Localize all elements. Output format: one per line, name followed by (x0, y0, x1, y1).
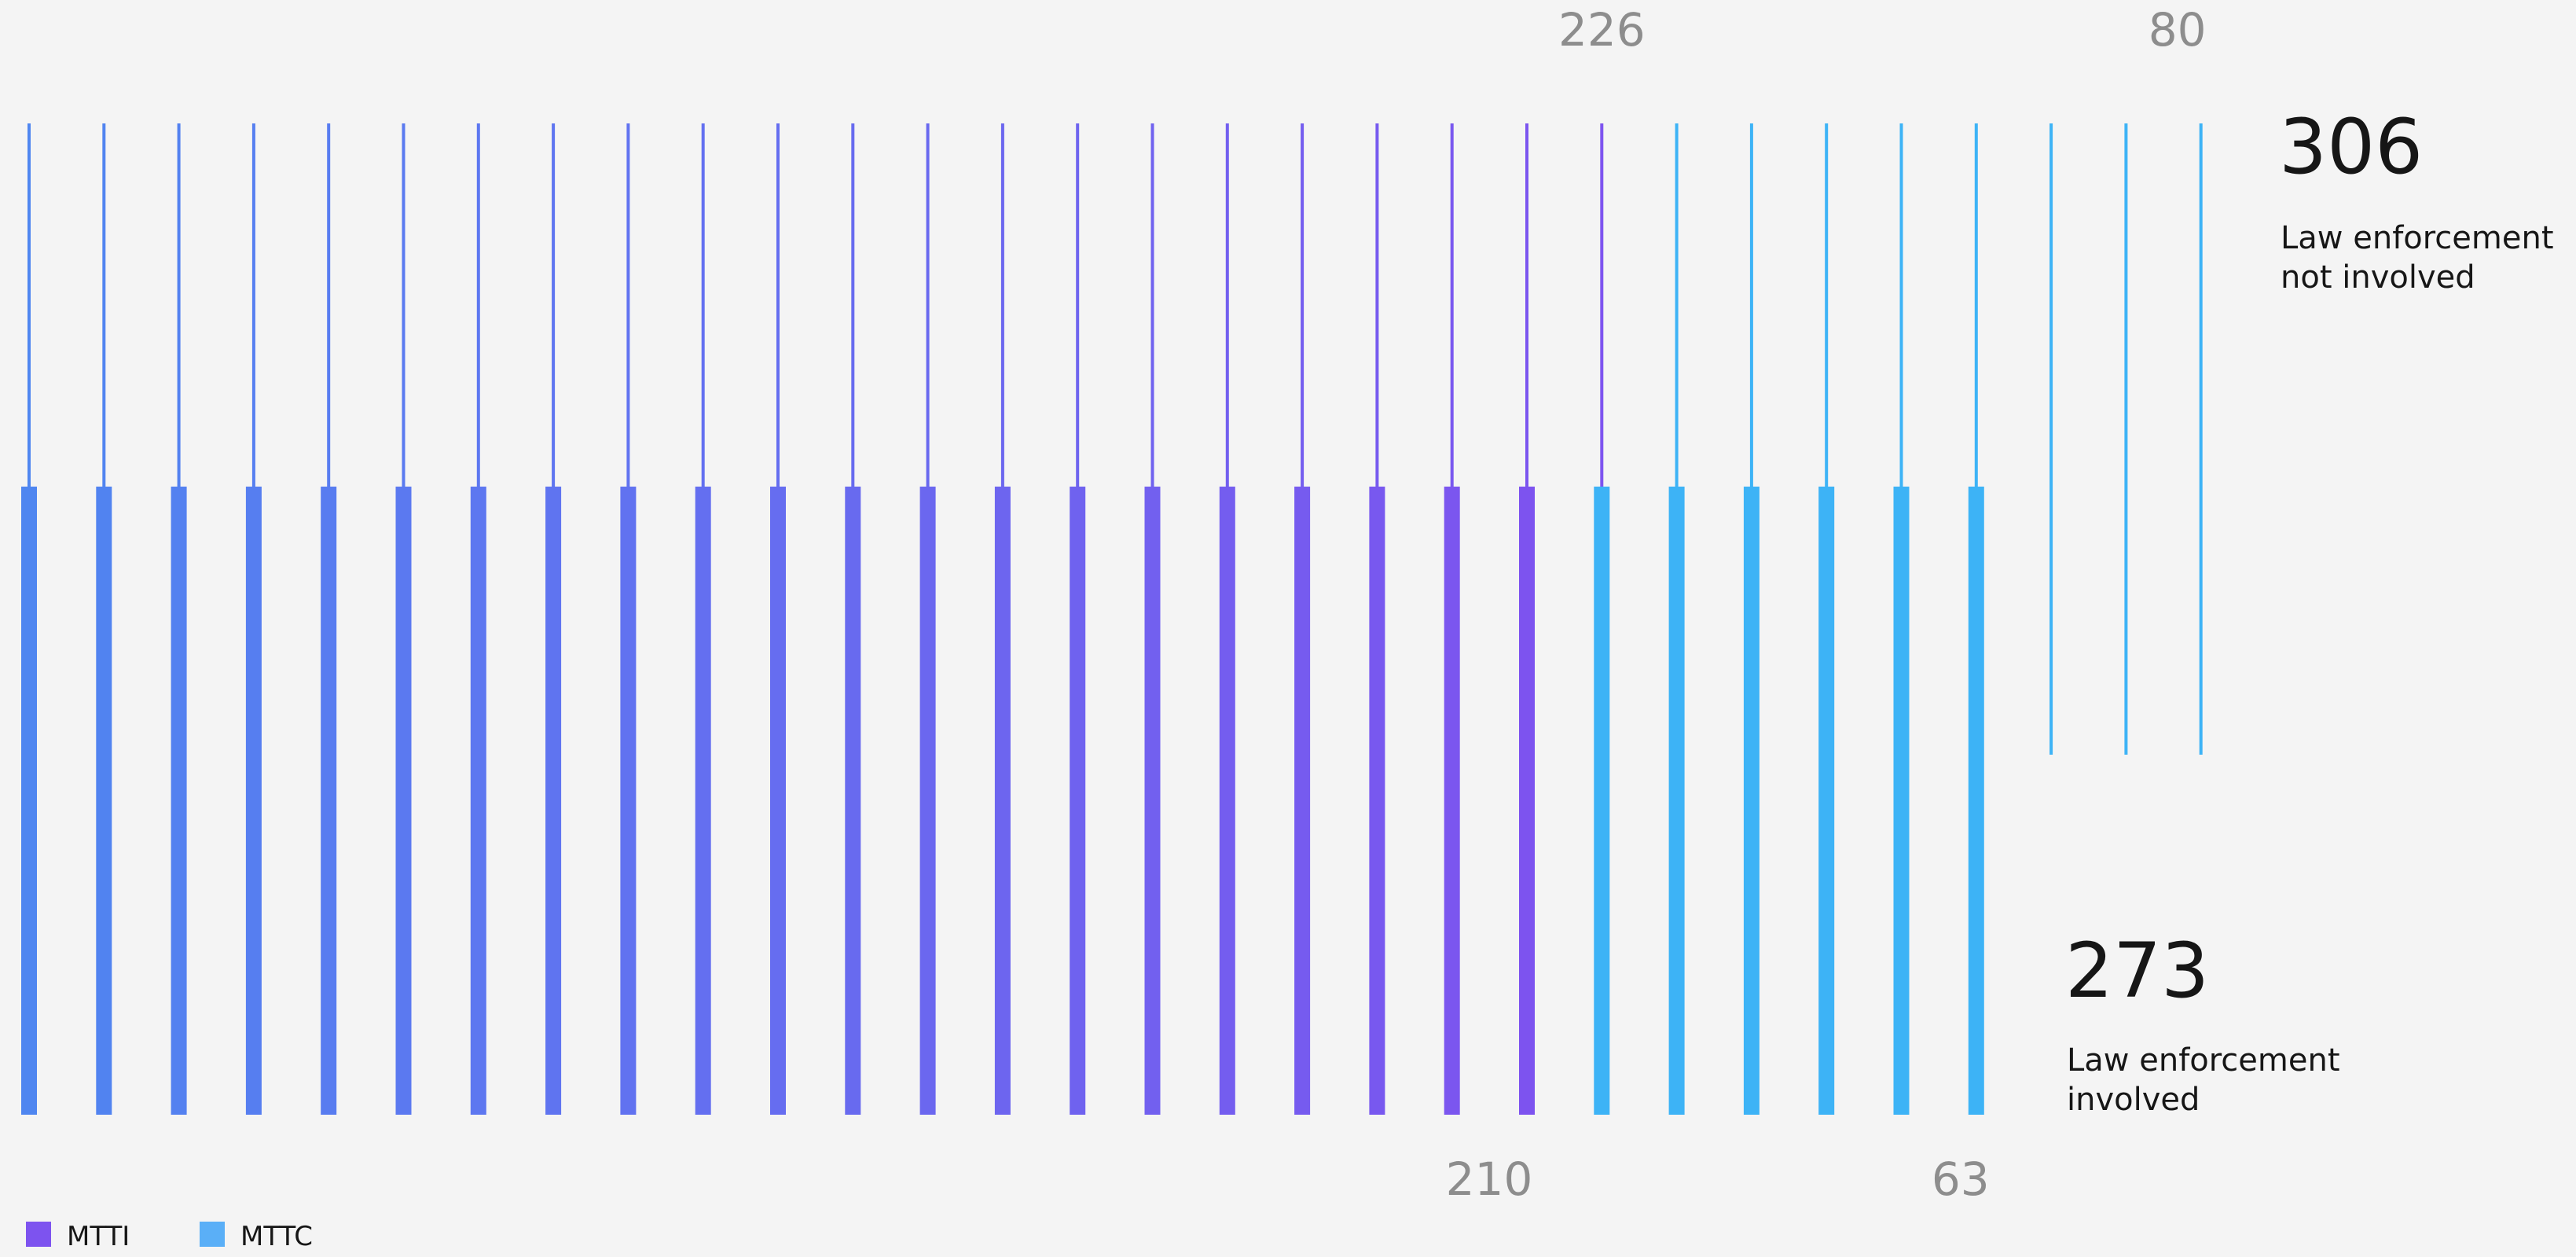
not-involved-mtti-bar (28, 123, 31, 755)
value-label-not-involved-mtti: 226 (1558, 3, 1646, 57)
not-involved-mttc-bar (2124, 123, 2128, 755)
involved-mtti-bar (919, 487, 936, 1115)
not-involved-mtti-bar (926, 123, 930, 755)
involved-mtti-bar (1144, 487, 1161, 1115)
involved-mtti-bar (1444, 487, 1460, 1115)
not-involved-mttc-bar (1974, 123, 1978, 755)
involved-mtti-bar (1294, 487, 1311, 1115)
caption-not-involved-line: not involved (2281, 259, 2475, 296)
not-involved-mtti-bar (1225, 123, 1229, 755)
not-involved-mtti-bar (251, 123, 255, 755)
not-involved-mtti-bar (327, 123, 331, 755)
involved-mtti-bar (1519, 487, 1535, 1115)
value-label-involved-mtti: 210 (1446, 1152, 1533, 1206)
legend: MTTI MTTC (26, 1221, 313, 1252)
not-involved-mtti-bar (1076, 123, 1080, 755)
involved-mtti-bar (470, 487, 486, 1115)
involved-mttc-bar (1818, 487, 1835, 1115)
not-involved-mtti-bar (1301, 123, 1305, 755)
involved-mttc-bar (1893, 487, 1910, 1115)
not-involved-mtti-bar (776, 123, 780, 755)
involved-mtti-bar (321, 487, 337, 1115)
involved-mtti-bar (545, 487, 562, 1115)
total-not-involved: 306 (2279, 103, 2423, 191)
involved-mtti-bar (245, 487, 262, 1115)
value-label-involved-mttc: 63 (1932, 1152, 1990, 1206)
involved-mtti-bar (770, 487, 786, 1115)
legend-label-mtti: MTTI (67, 1221, 130, 1252)
involved-mtti-bar (1219, 487, 1235, 1115)
not-involved-mtti-bar (851, 123, 855, 755)
not-involved-mtti-bar (1375, 123, 1379, 755)
not-involved-mtti-bar (1450, 123, 1454, 755)
involved-mttc-bar (1594, 487, 1610, 1115)
bars-not-involved (28, 123, 2203, 755)
not-involved-mtti-bar (626, 123, 630, 755)
not-involved-mtti-bar (402, 123, 405, 755)
not-involved-mtti-bar (1150, 123, 1154, 755)
legend-label-mttc: MTTC (240, 1221, 313, 1252)
legend-swatch-mtti (26, 1222, 51, 1247)
bars-involved (21, 487, 1984, 1115)
not-involved-mtti-bar (701, 123, 705, 755)
involved-mtti-bar (395, 487, 412, 1115)
value-label-not-involved-mttc: 80 (2149, 3, 2207, 57)
caption-involved-line: Law enforcement (2067, 1042, 2340, 1079)
involved-mttc-bar (1968, 487, 1984, 1115)
not-involved-mttc-bar (1749, 123, 1753, 755)
not-involved-mtti-bar (177, 123, 181, 755)
legend-swatch-mttc (200, 1222, 225, 1247)
total-involved: 273 (2065, 927, 2209, 1015)
not-involved-mtti-bar (1525, 123, 1528, 755)
involved-mtti-bar (695, 487, 711, 1115)
not-involved-mtti-bar (552, 123, 556, 755)
not-involved-mttc-bar (2049, 123, 2053, 755)
involved-mtti-bar (1369, 487, 1385, 1115)
involved-mtti-bar (620, 487, 637, 1115)
not-involved-mtti-bar (102, 123, 106, 755)
involved-mttc-bar (1668, 487, 1685, 1115)
not-involved-mttc-bar (1899, 123, 1903, 755)
involved-mtti-bar (1070, 487, 1086, 1115)
not-involved-mtti-bar (476, 123, 480, 755)
not-involved-mtti-bar (1000, 123, 1004, 755)
involved-mtti-bar (171, 487, 187, 1115)
involved-mtti-bar (994, 487, 1011, 1115)
caption-involved-line: involved (2067, 1082, 2200, 1118)
involved-mtti-bar (96, 487, 112, 1115)
involved-mtti-bar (845, 487, 861, 1115)
involved-mttc-bar (1743, 487, 1760, 1115)
not-involved-mttc-bar (1825, 123, 1829, 755)
not-involved-mttc-bar (2199, 123, 2203, 755)
caption-not-involved-line: Law enforcement (2281, 220, 2554, 256)
not-involved-mttc-bar (1675, 123, 1679, 755)
not-involved-mtti-bar (1600, 123, 1604, 755)
involved-mtti-bar (21, 487, 37, 1115)
